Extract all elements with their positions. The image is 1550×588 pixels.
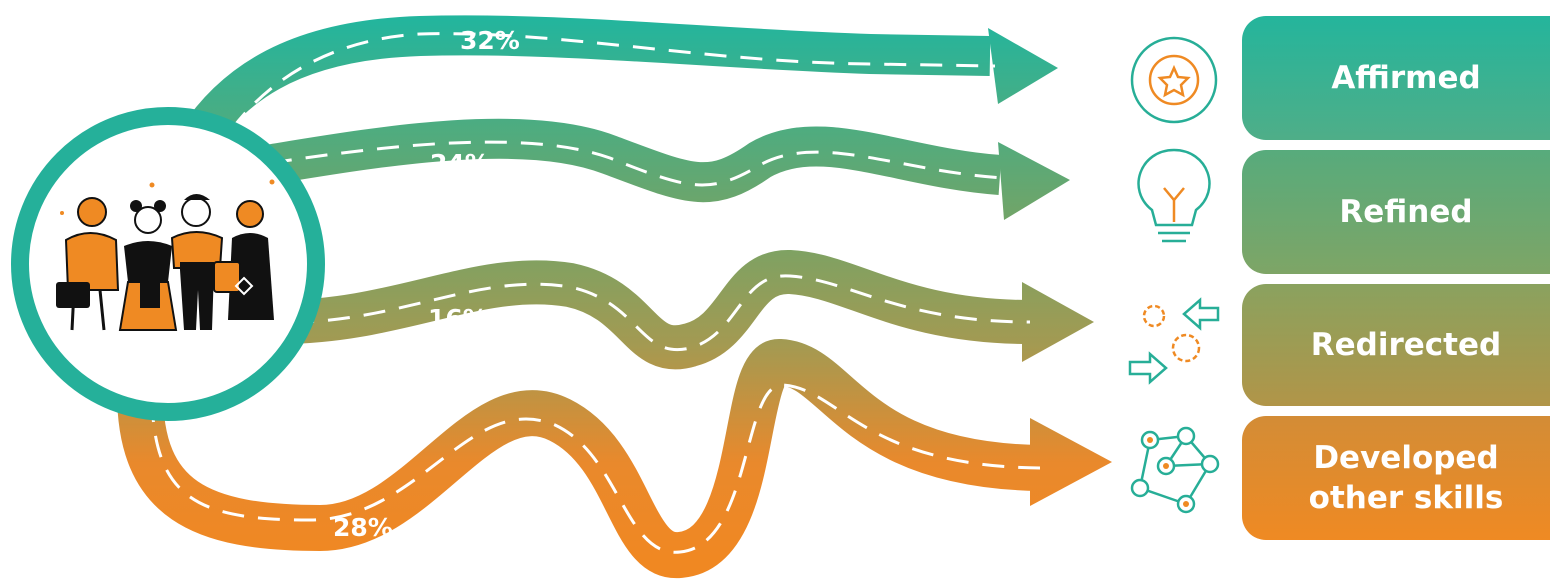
outcome-box-refined: Refined: [1242, 150, 1550, 274]
group-of-people-illustration: [11, 107, 325, 421]
outcome-label-affirmed: Affirmed: [1331, 60, 1481, 96]
road-redirected: [279, 250, 1094, 370]
percent-label-redirected: 16%: [428, 304, 488, 333]
percent-label-developed: 28%: [333, 513, 393, 542]
outcome-label-refined: Refined: [1339, 194, 1473, 230]
road-developed-other-skills: [117, 339, 1112, 578]
outcome-label-redirected: Redirected: [1310, 327, 1502, 363]
outcome-box-redirected: Redirected: [1242, 284, 1550, 406]
road-affirmed: [159, 15, 1058, 184]
star-medal-icon: [1130, 36, 1218, 124]
percent-label-refined: 24%: [430, 149, 490, 178]
percent-label-affirmed: 32%: [460, 26, 520, 55]
road-refined: [256, 118, 1070, 220]
outcome-box-developed: Developed other skills: [1242, 416, 1550, 540]
lightbulb-icon: [1137, 148, 1211, 243]
outcome-label-developed: Developed other skills: [1308, 440, 1504, 516]
outcome-box-affirmed: Affirmed: [1242, 16, 1550, 140]
gears-arrows-icon: [1128, 297, 1220, 385]
network-nodes-icon: [1130, 426, 1220, 514]
